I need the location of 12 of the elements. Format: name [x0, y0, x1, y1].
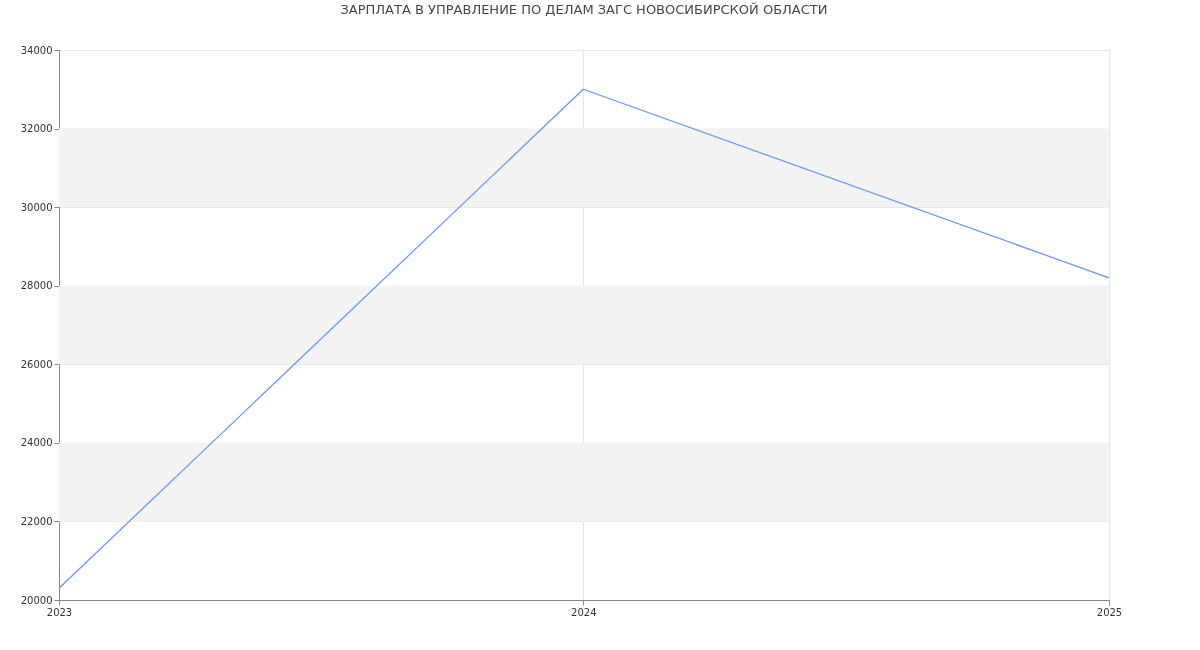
chart-title: ЗАРПЛАТА В УПРАВЛЕНИЕ ПО ДЕЛАМ ЗАГС НОВОСИБИРСКОЙ ОБЛАСТИ — [340, 2, 828, 17]
y-tick-label: 30000 — [20, 201, 53, 213]
x-tick-label: 2023 — [46, 606, 73, 618]
y-tick-label: 20000 — [20, 594, 53, 606]
x-tick-label: 2025 — [1096, 606, 1123, 618]
y-tick-label: 34000 — [20, 44, 53, 56]
y-tick-label: 28000 — [20, 280, 53, 292]
y-tick-label: 24000 — [20, 437, 53, 449]
y-tick-label: 26000 — [20, 358, 53, 370]
y-tick-label: 22000 — [20, 515, 53, 527]
x-tick-label: 2024 — [571, 606, 597, 618]
y-tick-label: 32000 — [20, 123, 53, 135]
